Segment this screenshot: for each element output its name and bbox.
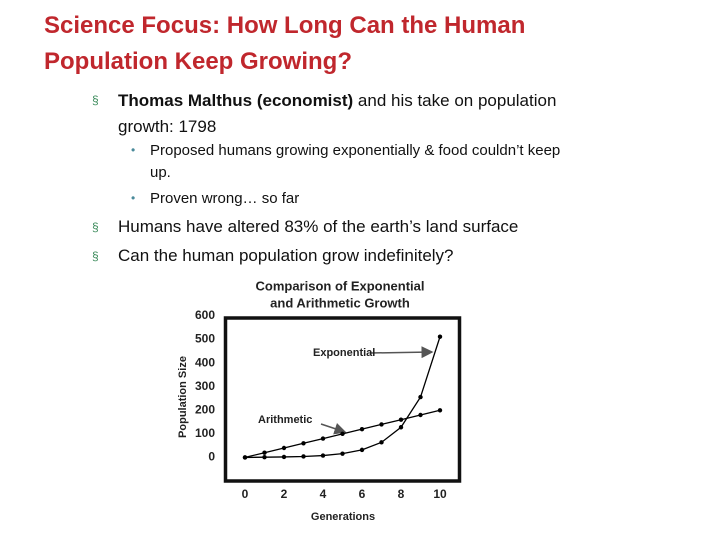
bullet-marker: •: [131, 143, 136, 157]
x-axis-label: Generations: [311, 511, 375, 523]
x-tick-label: 8: [398, 487, 405, 501]
y-tick-label: 500: [195, 332, 215, 346]
data-point: [437, 334, 443, 339]
data-point: [398, 417, 404, 422]
bullet-text: and his take on population growth: 1798: [118, 91, 557, 136]
bullet: Thomas Malthus (economist) and his take …: [118, 88, 598, 140]
data-point: [398, 425, 404, 430]
data-point: [301, 454, 306, 459]
bullet-emphasis: Thomas Malthus (economist): [118, 91, 354, 110]
chart-title: and Arithmetic Growth: [270, 295, 410, 310]
data-point: [320, 453, 326, 458]
annotation-arrow: [369, 346, 434, 359]
data-point: [320, 436, 326, 441]
data-point: [418, 394, 423, 400]
bullet: Humans have altered 83% of the earth’s l…: [118, 217, 519, 236]
annotation-arrow: [320, 422, 347, 435]
x-tick-label: 10: [433, 487, 447, 501]
data-point: [379, 440, 384, 445]
x-tick-label: 2: [281, 487, 288, 501]
sub-bullet: Proven wrong… so far: [150, 190, 300, 207]
series-annotation: Arithmetic: [258, 414, 312, 426]
bullet-marker: §: [92, 93, 99, 107]
data-point: [340, 451, 345, 456]
bullet-marker: §: [92, 220, 99, 234]
y-tick-label: 600: [195, 308, 215, 322]
data-point: [359, 426, 365, 432]
bullet-marker: •: [131, 191, 136, 205]
data-point: [301, 441, 306, 446]
slide-title: Science Focus: How Long Can the Human Po…: [44, 12, 526, 75]
data-point: [340, 431, 345, 437]
bullet-marker: §: [92, 249, 99, 263]
y-tick-label: 100: [195, 426, 215, 440]
x-tick-label: 0: [242, 487, 249, 501]
data-point: [418, 412, 423, 418]
plot-frame: [223, 316, 462, 483]
data-point: [437, 408, 443, 413]
y-tick-label: 0: [208, 450, 215, 464]
chart-title: Comparison of Exponential: [255, 278, 424, 293]
data-point: [359, 447, 365, 453]
y-tick-label: 300: [195, 379, 215, 393]
series-annotation: Exponential: [313, 347, 375, 359]
y-tick-label: 200: [195, 402, 215, 416]
data-point: [379, 422, 384, 427]
sub-bullet: Proposed humans growing exponentially & …: [150, 142, 561, 181]
x-tick-label: 4: [320, 487, 327, 501]
data-point: [242, 455, 248, 460]
y-tick-label: 400: [195, 355, 215, 369]
bullet: Can the human population grow indefinite…: [118, 246, 454, 265]
x-tick-label: 6: [359, 487, 366, 501]
data-point: [281, 445, 287, 451]
y-axis-label: Population Size: [177, 356, 189, 438]
data-point: [262, 454, 267, 460]
data-point: [281, 454, 287, 460]
data-point: [262, 450, 267, 455]
